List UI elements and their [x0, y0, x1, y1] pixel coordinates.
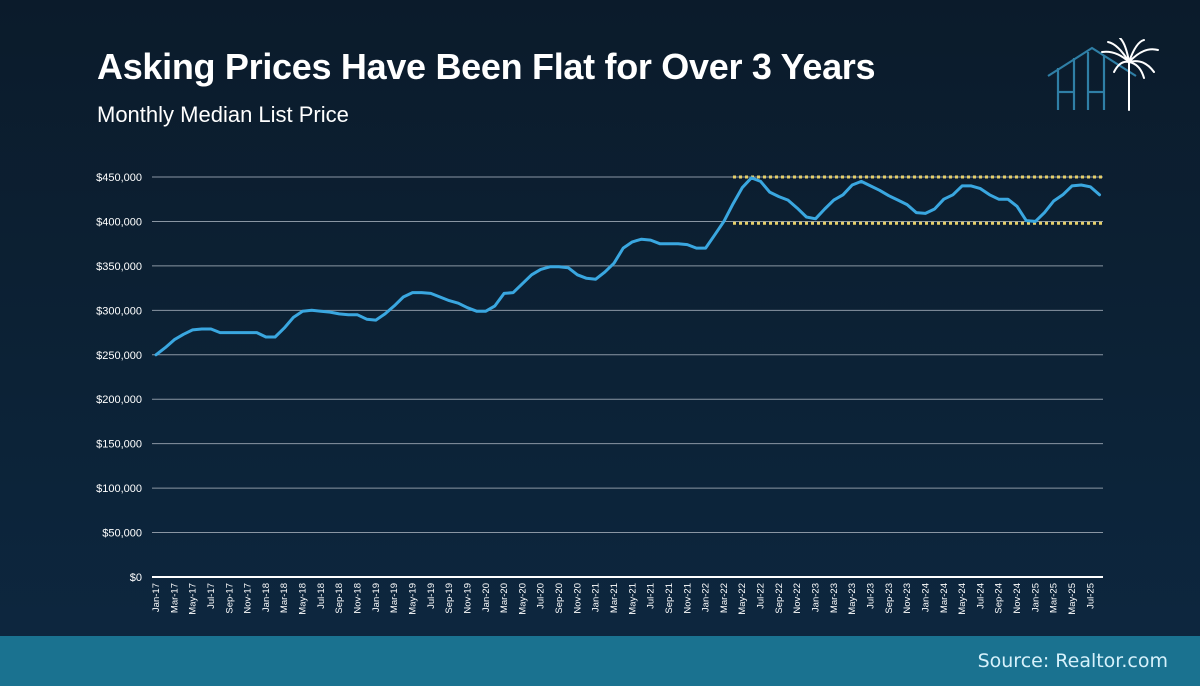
x-tick-label: Mar-25	[1049, 583, 1060, 613]
y-tick-label: $50,000	[102, 528, 142, 540]
y-tick-label: $100,000	[96, 483, 142, 495]
y-tick-label: $400,000	[96, 216, 142, 228]
x-tick-label: Mar-21	[609, 583, 620, 613]
y-tick-label: $350,000	[96, 261, 142, 273]
chart-subtitle: Monthly Median List Price	[97, 102, 349, 127]
y-tick-label: $150,000	[96, 439, 142, 451]
x-tick-label: Nov-24	[1012, 583, 1023, 614]
x-tick-label: Sep-20	[554, 583, 565, 614]
x-tick-label: Jan-25	[1030, 583, 1041, 612]
line-chart: $0 $50,000 $100,000 $150,000 $200,000 $250,00…	[96, 172, 1103, 615]
y-tick-label: $200,000	[96, 394, 142, 406]
x-tick-label: Jul-18	[316, 583, 327, 609]
x-tick-label: May-22	[737, 583, 748, 615]
x-tick-label: Sep-19	[444, 583, 455, 614]
x-tick-label: Jan-21	[591, 583, 602, 612]
x-tick-label: Jul-21	[646, 583, 657, 609]
x-tick-label: Jan-20	[481, 583, 492, 612]
x-tick-label: Mar-20	[499, 583, 510, 613]
x-tick-label: Nov-22	[792, 583, 803, 614]
x-tick-label: Jan-24	[920, 583, 931, 612]
x-tick-label: Jul-22	[756, 583, 767, 609]
x-tick-label: May-21	[627, 583, 638, 615]
x-tick-label: May-19	[407, 583, 418, 615]
x-tick-label: Jul-19	[426, 583, 437, 609]
x-tick-label: Mar-19	[389, 583, 400, 613]
x-tick-label: Nov-21	[682, 583, 693, 614]
x-tick-label: Mar-24	[939, 583, 950, 613]
x-tick-label: May-24	[957, 583, 968, 615]
house-palm-logo-icon	[1047, 38, 1159, 111]
x-tick-label: Jul-24	[975, 583, 986, 609]
x-tick-label: Mar-18	[279, 583, 290, 613]
x-tick-label: Nov-20	[572, 583, 583, 614]
x-tick-label: Sep-18	[334, 583, 345, 614]
y-tick-label: $300,000	[96, 305, 142, 317]
x-tick-label: Nov-23	[902, 583, 913, 614]
x-tick-label: Mar-22	[719, 583, 730, 613]
x-tick-label: May-17	[188, 583, 199, 615]
x-tick-label: Sep-23	[884, 583, 895, 614]
x-tick-label: Mar-17	[169, 583, 180, 613]
y-tick-label: $450,000	[96, 172, 142, 184]
x-tick-label: Sep-17	[224, 583, 235, 614]
x-tick-label: May-18	[298, 583, 309, 615]
source-label: Source: Realtor.com	[977, 650, 1168, 672]
series-line-median-list-price	[154, 176, 1101, 357]
x-tick-label: Mar-23	[829, 583, 840, 613]
x-tick-label: Jan-23	[811, 583, 822, 612]
x-tick-label: Sep-22	[774, 583, 785, 614]
x-tick-label: May-23	[847, 583, 858, 615]
y-tick-label: $250,000	[96, 350, 142, 362]
x-tick-label: Jul-25	[1085, 583, 1096, 609]
x-tick-label: May-20	[517, 583, 528, 615]
chart-title: Asking Prices Have Been Flat for Over 3 …	[97, 46, 876, 87]
y-tick-label: $0	[130, 572, 142, 584]
footer-bar: Source: Realtor.com	[0, 636, 1200, 686]
x-tick-label: Jul-20	[536, 583, 547, 609]
x-tick-label: Sep-24	[994, 583, 1005, 614]
x-tick-label: Jul-17	[206, 583, 217, 609]
x-tick-label: May-25	[1067, 583, 1078, 615]
x-tick-label: Nov-17	[243, 583, 254, 614]
x-tick-label: Sep-21	[664, 583, 675, 614]
x-tick-label: Jan-18	[261, 583, 272, 612]
x-tick-label: Nov-19	[462, 583, 473, 614]
x-tick-label: Jan-19	[371, 583, 382, 612]
x-tick-label: Jul-23	[865, 583, 876, 609]
x-tick-label: Jan-17	[151, 583, 162, 612]
x-tick-label: Jan-22	[701, 583, 712, 612]
x-tick-label: Nov-18	[353, 583, 364, 614]
